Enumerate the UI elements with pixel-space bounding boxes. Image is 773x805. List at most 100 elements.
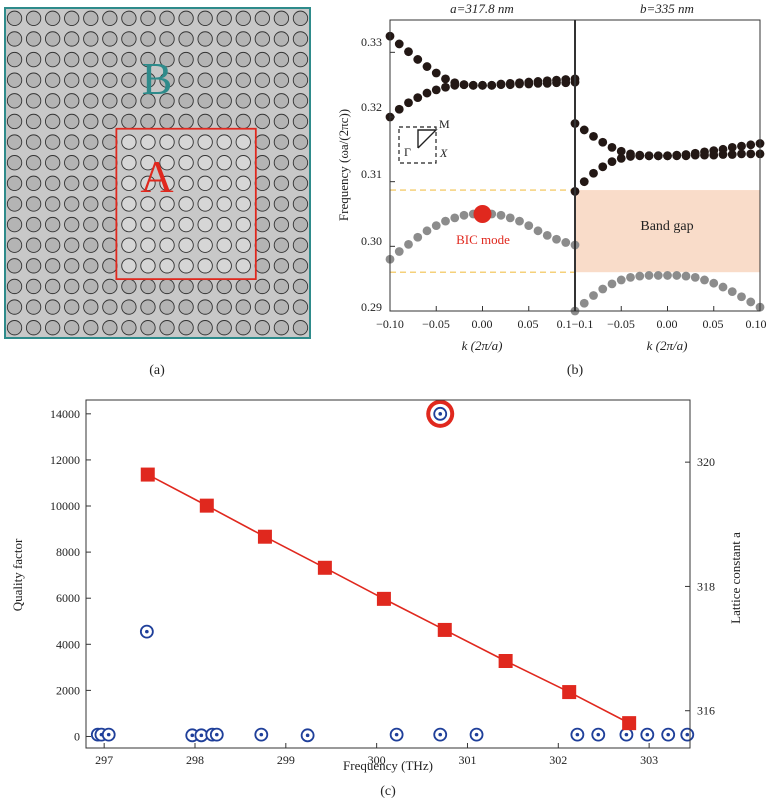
lattice-hole — [159, 258, 175, 274]
lattice-hole — [102, 72, 118, 88]
lattice-hole — [159, 155, 175, 171]
lattice-hole — [273, 216, 290, 233]
upper-band-point — [598, 162, 608, 172]
lattice-hole — [235, 237, 251, 253]
upper-band-point — [727, 142, 737, 152]
lattice-hole — [273, 258, 290, 274]
lattice-hole — [292, 93, 309, 109]
lower-band-point — [542, 230, 552, 240]
plot-c-frame — [85, 399, 691, 749]
lattice-hole — [235, 320, 251, 336]
lattice-hole — [235, 278, 251, 295]
ytick-label: 14000 — [50, 407, 80, 421]
lattice-hole — [292, 155, 309, 171]
upper-band-point — [635, 151, 645, 161]
lattice-hole — [273, 31, 290, 47]
lattice-hole — [83, 113, 99, 130]
lattice-hole — [45, 93, 61, 109]
lattice-hole — [178, 134, 194, 150]
q-factor-point-dot — [685, 732, 690, 737]
lattice-hole — [25, 51, 42, 68]
upper-band-point — [542, 76, 552, 86]
q-factor-point-dot — [394, 732, 399, 737]
lower-band-point — [672, 271, 682, 280]
lattice-hole — [254, 237, 270, 253]
y-axis-label-c: Quality factor — [10, 538, 25, 611]
xtick-label: 0.00 — [472, 317, 493, 331]
lattice-hole — [254, 134, 270, 150]
lattice-hole — [45, 134, 61, 150]
upper-band-point — [607, 142, 617, 152]
lattice-hole — [83, 72, 99, 88]
lattice-hole — [121, 93, 137, 109]
upper-band-point — [626, 152, 635, 161]
lattice-hole — [197, 258, 213, 274]
lattice-point — [199, 498, 214, 513]
region-b-label: B — [142, 53, 173, 104]
lattice-hole — [102, 134, 118, 150]
caption-b: (b) — [567, 363, 584, 378]
lattice-hole — [292, 216, 309, 233]
ytick-label: 2000 — [56, 683, 80, 697]
lattice-hole — [216, 196, 232, 212]
panel-c-marks — [90, 399, 695, 743]
lattice-hole — [197, 93, 213, 109]
panel-b: 0.33 0.32 0.31 0.30 0.29 −0.10 −0.05 0.0… — [336, 1, 767, 378]
lattice-hole — [216, 237, 232, 253]
upper-band-point — [681, 151, 691, 161]
lattice-hole — [292, 258, 309, 274]
upper-band-point — [616, 153, 626, 163]
lower-band-point — [616, 275, 626, 285]
upper-band-point — [468, 80, 478, 90]
lattice-hole — [102, 278, 118, 295]
panel-c: 297 298 299 300 301 302 303 0 2000 4000 6000 8000 10… — [10, 399, 743, 799]
lattice-hole — [254, 10, 270, 26]
lattice-hole — [159, 299, 175, 315]
lattice-hole — [102, 258, 118, 274]
lattice-hole — [64, 278, 80, 295]
left-band-marks — [385, 31, 580, 264]
lattice-hole — [83, 51, 99, 68]
lattice-point — [140, 467, 155, 482]
upper-band-point — [598, 137, 608, 147]
lattice-hole — [140, 258, 156, 274]
lower-band-point — [450, 213, 460, 223]
lattice-hole — [216, 299, 232, 315]
lattice-hole — [83, 299, 99, 315]
lattice-hole — [235, 175, 251, 191]
lattice-hole — [178, 93, 194, 109]
ytick-label: 0.30 — [361, 234, 382, 248]
lattice-hole — [254, 175, 270, 191]
lattice-hole — [102, 320, 118, 336]
upper-band-point — [478, 80, 487, 90]
lattice-hole — [235, 299, 251, 315]
lattice-hole — [235, 155, 251, 171]
brillouin-zone-inset: M Γ X — [398, 117, 450, 164]
lattice-hole — [6, 93, 23, 109]
lattice-hole — [216, 320, 232, 336]
lattice-hole — [64, 113, 80, 130]
upper-band-point — [524, 77, 534, 87]
lattice-hole — [216, 72, 232, 88]
upper-band-point — [505, 78, 515, 88]
lattice-hole — [254, 216, 270, 233]
lattice-hole — [25, 134, 42, 150]
lattice-hole — [6, 134, 23, 150]
b-ticks — [389, 51, 761, 312]
xtick-label: 0.05 — [518, 317, 539, 331]
lattice-hole — [197, 31, 213, 47]
panel-a: B A (a) — [4, 7, 311, 378]
lattice-hole — [25, 175, 42, 191]
q-factor-point-dot — [624, 732, 629, 737]
lattice-hole — [159, 31, 175, 47]
lattice-hole — [216, 51, 232, 68]
region-a-label: A — [140, 151, 173, 202]
lattice-hole — [64, 155, 80, 171]
lower-band-point — [653, 271, 663, 280]
upper-band-point — [496, 79, 506, 89]
lattice-hole — [216, 258, 232, 274]
lattice-hole — [197, 237, 213, 253]
lattice-hole — [64, 175, 80, 191]
lattice-hole — [45, 278, 61, 295]
lattice-hole — [102, 196, 118, 212]
